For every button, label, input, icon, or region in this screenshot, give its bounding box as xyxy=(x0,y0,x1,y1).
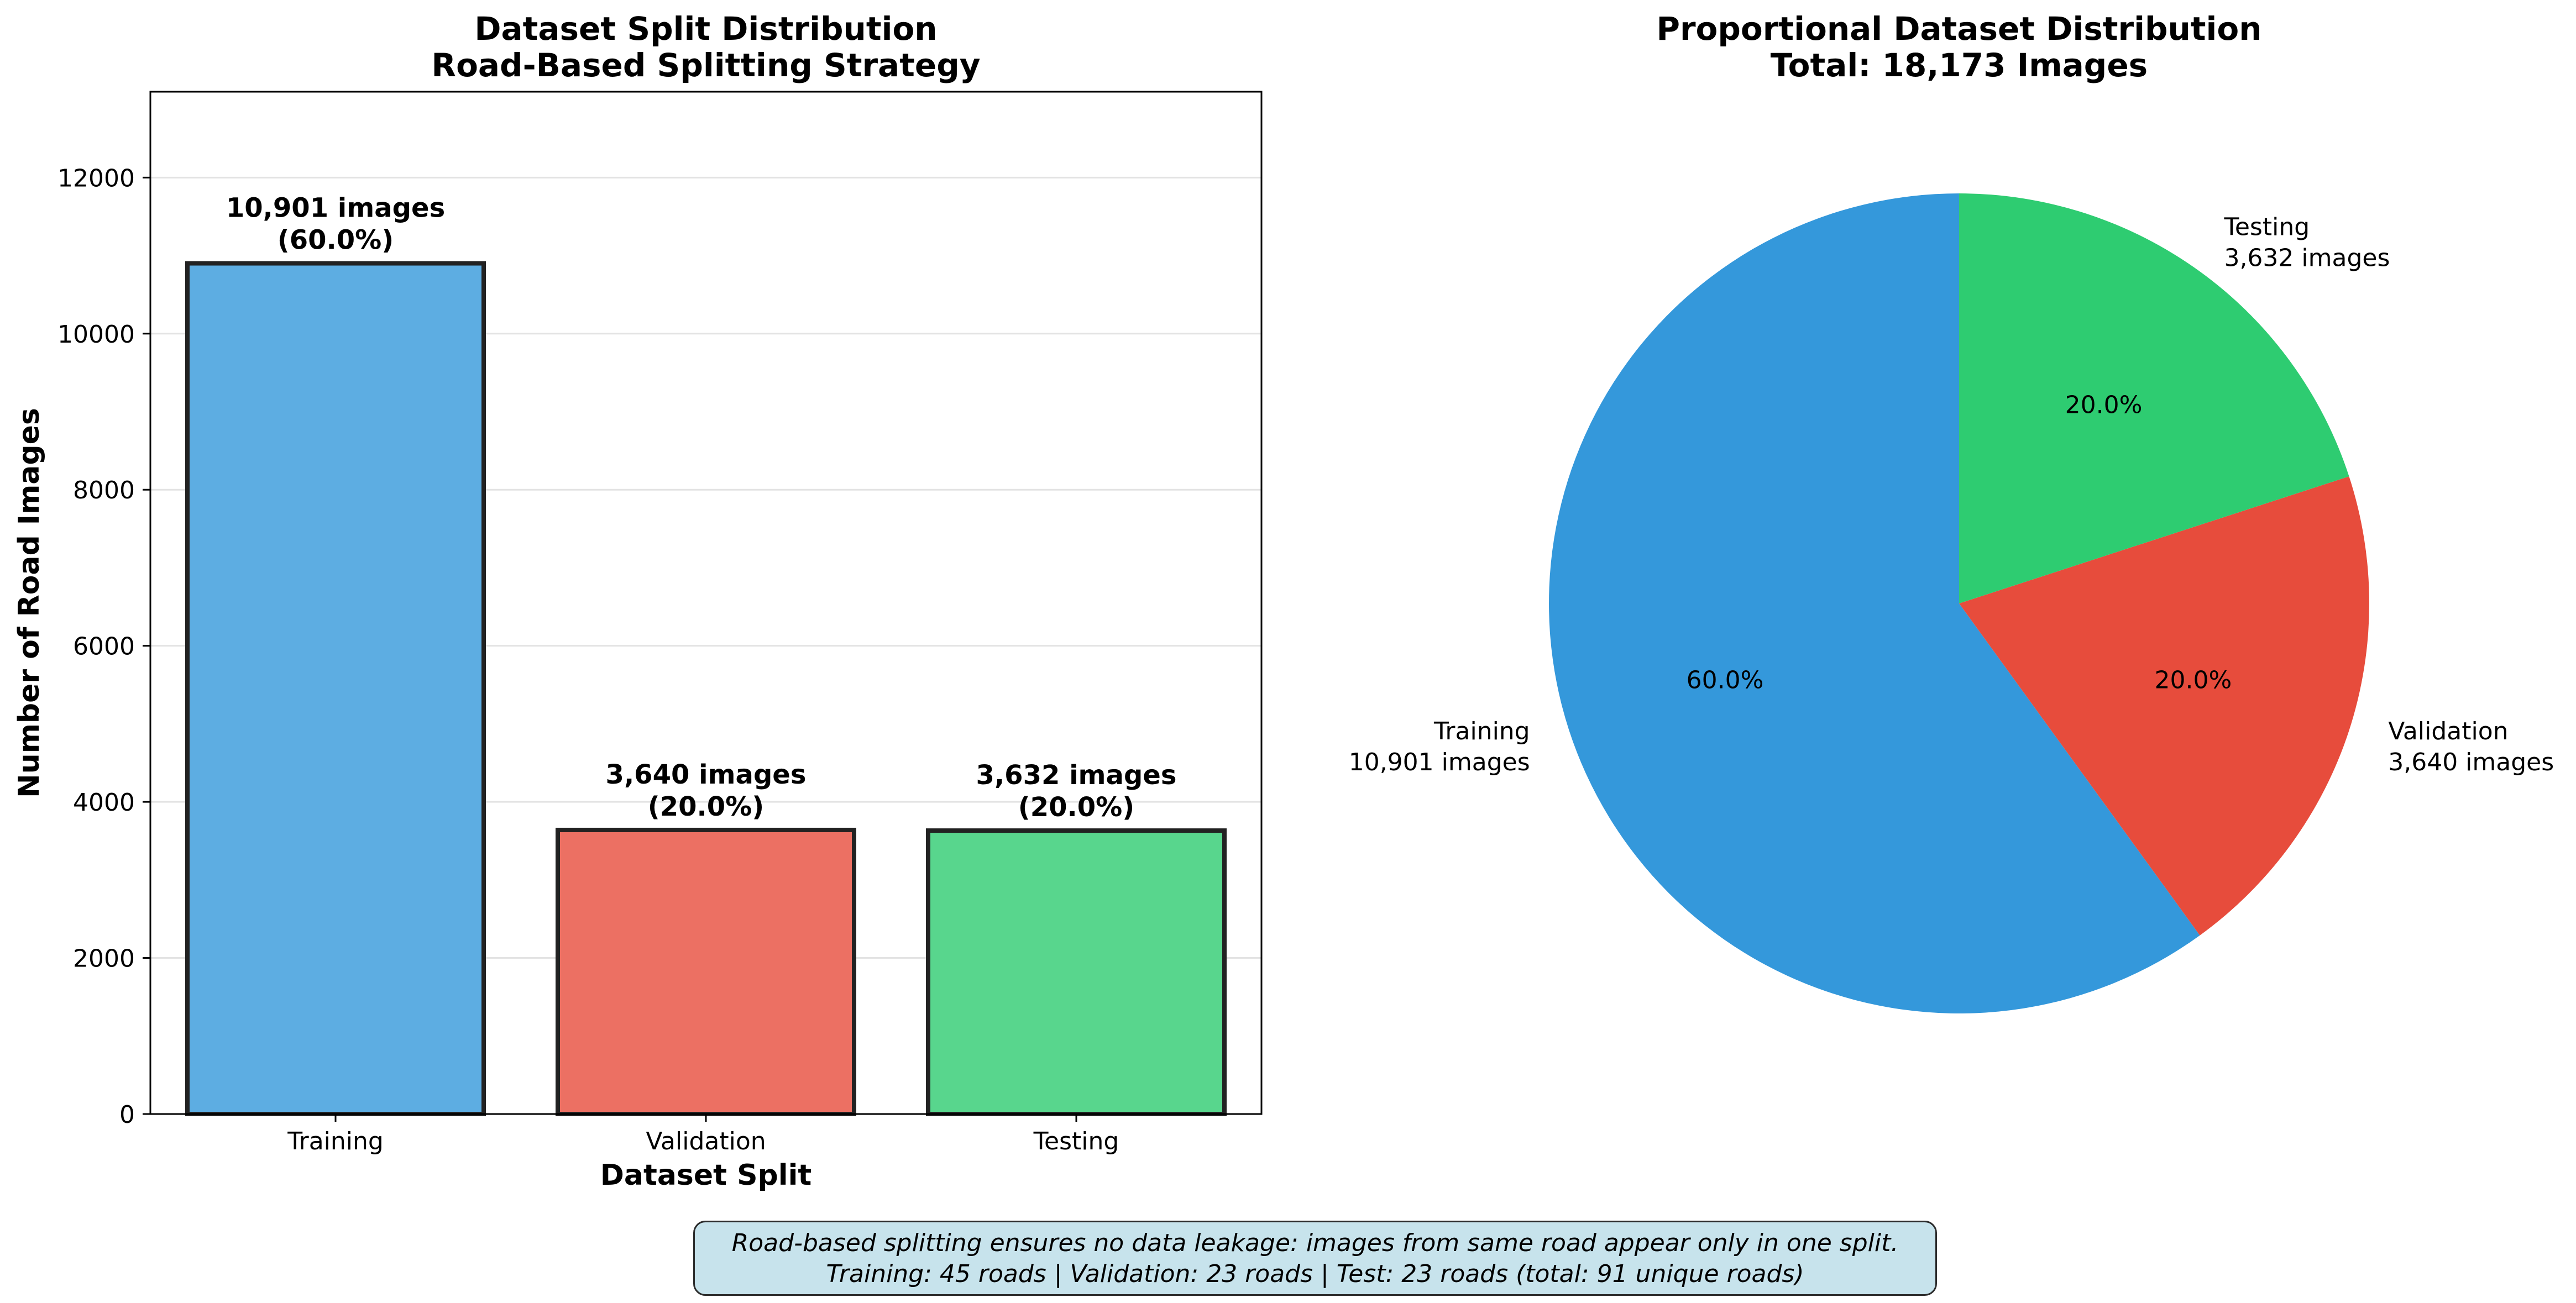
pie-slice-training xyxy=(1549,193,2200,1013)
bar-data-label: 3,640 images xyxy=(606,759,807,790)
bar-data-label: (20.0%) xyxy=(648,791,764,822)
chart-subtitle: Road-Based Splitting Strategy xyxy=(431,46,980,84)
y-tick-label: 2000 xyxy=(73,945,135,973)
pie-chart: 60.0% Training 10,901 images 20.0% Validatio… xyxy=(1349,10,2554,1013)
x-tick-label: Validation xyxy=(646,1127,766,1155)
y-tick-label: 10000 xyxy=(57,321,135,349)
pie-slice-label: Testing xyxy=(2223,213,2310,241)
pie-slice-count: 3,632 images xyxy=(2224,244,2390,272)
plot-frame xyxy=(149,91,1263,1115)
y-tick-label: 12000 xyxy=(57,164,135,192)
bar-training xyxy=(185,261,486,1117)
footnote-line-1: Road-based splitting ensures no data lea… xyxy=(731,1229,1899,1257)
x-axis-label: Dataset Split xyxy=(600,1159,812,1192)
pie-slice-count: 10,901 images xyxy=(1349,748,1530,776)
pie-slice-label: Training xyxy=(1433,717,1530,745)
y-tick-label: 8000 xyxy=(73,476,135,505)
bar-validation xyxy=(556,827,856,1116)
pie-title: Proportional Dataset Distribution xyxy=(1656,10,2261,48)
bar-data-label: 10,901 images xyxy=(226,193,445,224)
pie-subtitle: Total: 18,173 Images xyxy=(1771,46,2148,84)
chart-title: Dataset Split Distribution xyxy=(474,10,937,48)
y-tick-label: 4000 xyxy=(73,789,135,817)
bar-data-label: (20.0%) xyxy=(1018,792,1134,823)
y-tick-label: 6000 xyxy=(73,633,135,661)
bar-data-label: 3,632 images xyxy=(976,760,1177,791)
y-axis-label: Number of Road Images xyxy=(13,408,46,798)
x-tick-label: Testing xyxy=(1033,1127,1119,1155)
pie-slice-count: 3,640 images xyxy=(2388,748,2554,776)
pie-slice-label: Validation xyxy=(2388,717,2508,745)
footnote-line-2: Training: 45 roads | Validation: 23 road… xyxy=(826,1260,1804,1288)
pie-percent-label: 20.0% xyxy=(2065,391,2143,419)
pie-slice-validation xyxy=(1959,476,2369,936)
y-tick-label: 0 xyxy=(119,1101,135,1129)
bar-testing xyxy=(926,828,1227,1116)
pie-percent-label: 20.0% xyxy=(2155,666,2232,695)
pie-percent-label: 60.0% xyxy=(1687,666,1764,694)
bar-data-label: (60.0%) xyxy=(278,225,394,256)
pie-slice-testing xyxy=(1959,193,2349,603)
footnote-box: Road-based splitting ensures no data lea… xyxy=(693,1221,1937,1296)
x-tick-label: Training xyxy=(287,1127,384,1155)
bar-chart: 10,901 images(60.0%) Training 3,640 images… xyxy=(13,10,1263,1192)
